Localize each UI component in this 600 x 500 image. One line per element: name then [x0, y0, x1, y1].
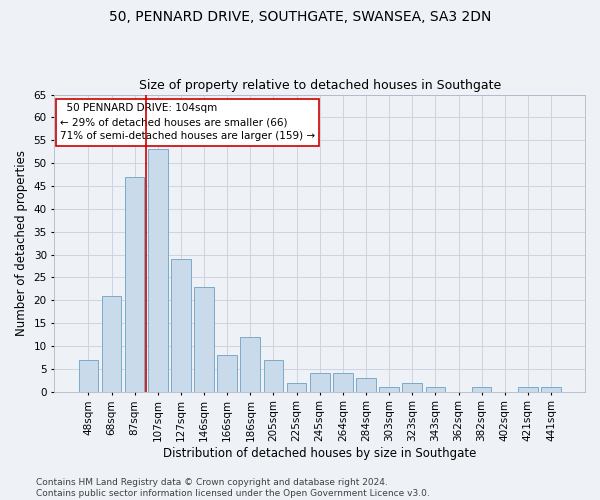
Bar — [333, 374, 353, 392]
Bar — [217, 355, 237, 392]
Bar — [263, 360, 283, 392]
Text: Contains HM Land Registry data © Crown copyright and database right 2024.
Contai: Contains HM Land Registry data © Crown c… — [36, 478, 430, 498]
Bar — [541, 387, 561, 392]
Bar — [356, 378, 376, 392]
Bar — [125, 177, 145, 392]
Bar — [79, 360, 98, 392]
Bar — [101, 296, 121, 392]
Bar — [403, 382, 422, 392]
Text: 50 PENNARD DRIVE: 104sqm
← 29% of detached houses are smaller (66)
71% of semi-d: 50 PENNARD DRIVE: 104sqm ← 29% of detach… — [60, 104, 315, 142]
Y-axis label: Number of detached properties: Number of detached properties — [15, 150, 28, 336]
Title: Size of property relative to detached houses in Southgate: Size of property relative to detached ho… — [139, 79, 501, 92]
Bar — [241, 337, 260, 392]
Bar — [194, 286, 214, 392]
Bar — [310, 374, 329, 392]
Bar — [472, 387, 491, 392]
Text: 50, PENNARD DRIVE, SOUTHGATE, SWANSEA, SA3 2DN: 50, PENNARD DRIVE, SOUTHGATE, SWANSEA, S… — [109, 10, 491, 24]
X-axis label: Distribution of detached houses by size in Southgate: Distribution of detached houses by size … — [163, 447, 476, 460]
Bar — [287, 382, 307, 392]
Bar — [148, 150, 167, 392]
Bar — [518, 387, 538, 392]
Bar — [171, 259, 191, 392]
Bar — [425, 387, 445, 392]
Bar — [379, 387, 399, 392]
